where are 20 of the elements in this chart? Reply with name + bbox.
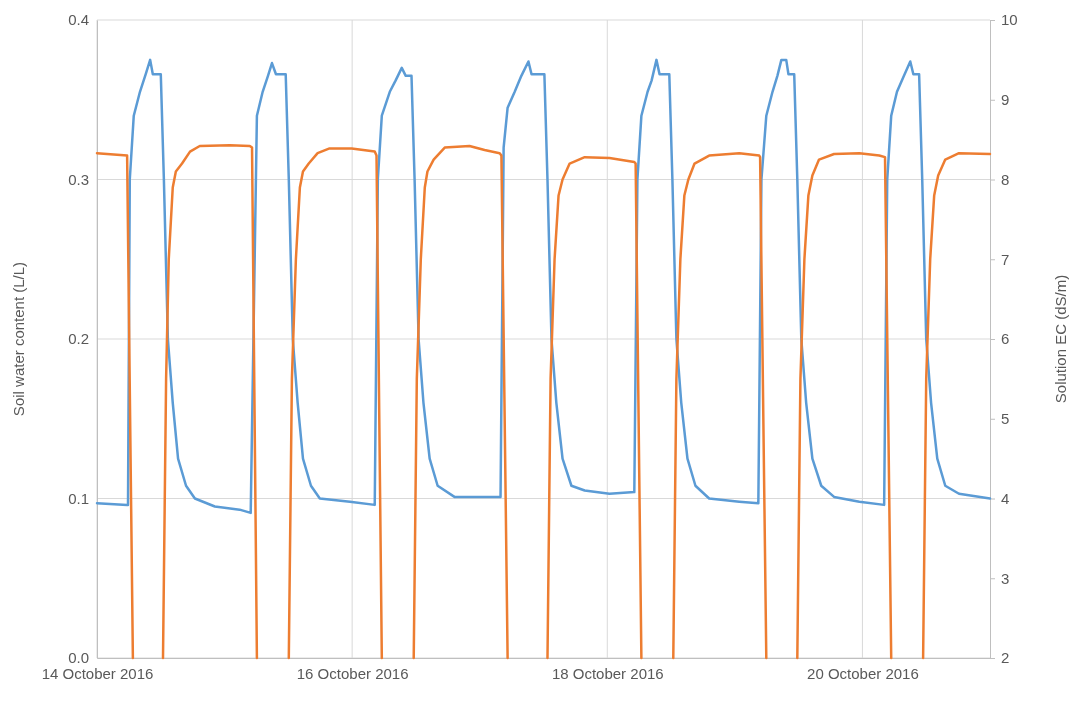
y2-tick-label: 7	[1001, 250, 1010, 268]
y-tick-label: 0.0	[68, 649, 89, 667]
y-tick-label: 0.4	[68, 11, 89, 29]
y2-tick-label: 9	[1001, 91, 1010, 109]
x-tick-label: 14 October 2016	[41, 664, 154, 682]
y2-tick-label: 2	[1001, 649, 1010, 667]
y2-tick-label: 10	[1001, 11, 1018, 29]
x-tick-label: 18 October 2016	[551, 664, 664, 682]
x-tick-label: 20 October 2016	[807, 664, 919, 682]
y2-axis-title: Solution EC (dS/m)	[1052, 274, 1069, 404]
x-tick-label: 16 October 2016	[296, 664, 409, 682]
y-axis-title: Soil water content (L/L)	[10, 261, 27, 417]
y2-tick-label: 4	[1001, 489, 1010, 507]
y-tick-label: 0.2	[68, 330, 89, 348]
y2-tick-label: 6	[1001, 330, 1010, 348]
y-tick-label: 0.1	[68, 489, 89, 507]
y2-tick-label: 8	[1001, 170, 1010, 188]
y2-tick-label: 3	[1001, 569, 1010, 587]
y2-tick-label: 5	[1001, 410, 1010, 428]
y-tick-label: 0.3	[68, 170, 89, 188]
